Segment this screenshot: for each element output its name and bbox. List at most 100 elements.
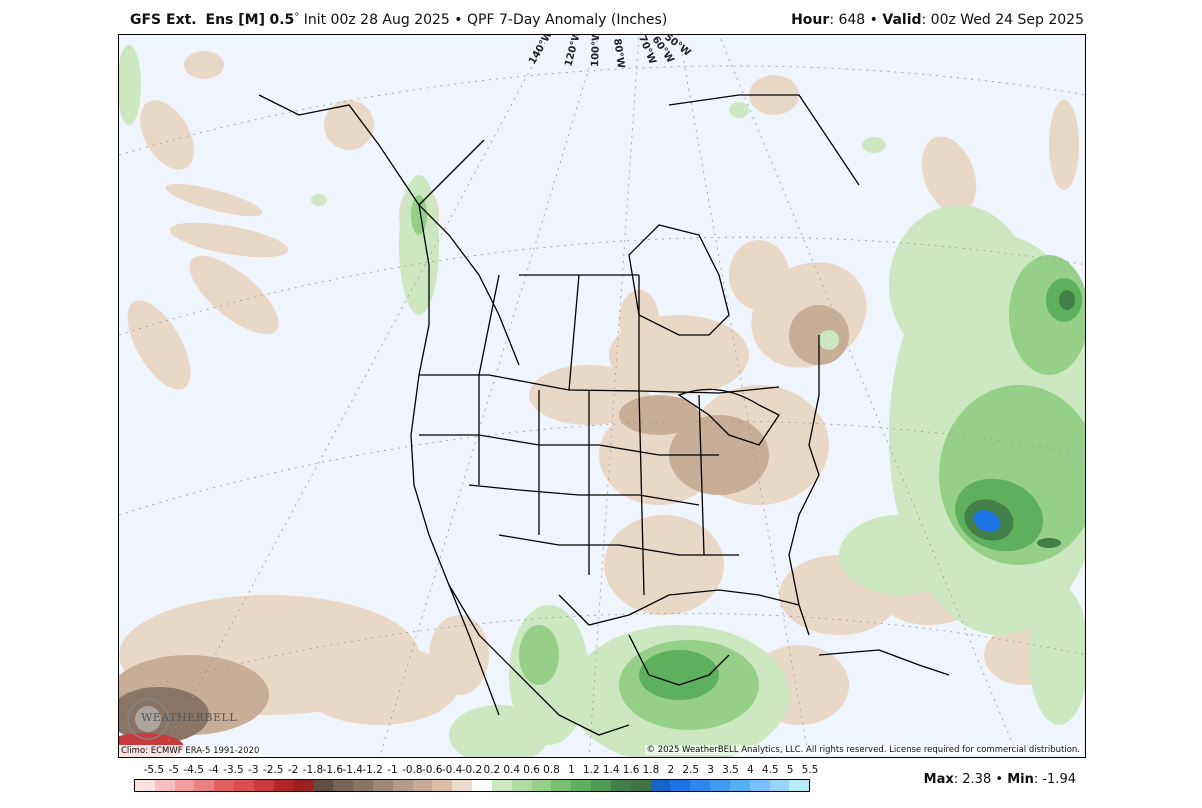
legend-label: 0.4 — [503, 764, 521, 776]
canadian-provinces — [478, 274, 640, 391]
lon-label-120w: 120°W — [563, 35, 583, 68]
legend-label: -1.2 — [362, 764, 383, 776]
legend-labels: -5.5 -5 -4.5 -4 -3.5 -3 -2.5 -2 -1.8 -1.6 -1.4 -1.2… — [134, 764, 819, 778]
valid-label: Valid — [882, 12, 922, 28]
legend-label: -1.6 — [322, 764, 344, 776]
legend-label: -1 — [387, 764, 398, 776]
gulf-coast — [558, 589, 800, 626]
legend-swatch — [729, 780, 750, 791]
legend-swatch — [353, 780, 373, 791]
alaska-coast — [258, 94, 520, 366]
max-wet-anomaly — [973, 510, 1001, 532]
legend-swatch — [472, 780, 492, 791]
resolution: 0.5 — [269, 12, 295, 28]
legend-label: 3 — [707, 764, 714, 776]
chart-title: GFS Ext. Ens [M] 0.5° Init 00z 28 Aug 20… — [130, 12, 667, 28]
legend-swatch — [293, 780, 314, 791]
legend-label: -2 — [287, 764, 299, 776]
legend-label: -1.4 — [342, 764, 363, 776]
logo-swirl-icon — [127, 698, 169, 740]
cuba — [818, 649, 950, 676]
degree-symbol: ° — [294, 12, 300, 23]
great-lakes — [677, 388, 780, 446]
legend-label: 5 — [786, 764, 794, 776]
legend-swatch — [610, 780, 631, 791]
init-time: Init 00z 28 Aug 2025 — [303, 12, 450, 28]
legend-swatch — [135, 780, 155, 791]
longitude-labels: 140°W 120°W 100°W 80°W 70°W 60°W 50°W — [527, 35, 692, 69]
legend-label: -0.2 — [461, 764, 483, 776]
legend-swatch — [650, 780, 671, 791]
legend-swatch — [392, 780, 413, 791]
legend-swatch — [789, 780, 810, 791]
legend-swatch — [333, 780, 354, 791]
climo-note: Climo: ECMWF ERA-5 1991-2020 — [119, 745, 262, 757]
mexico-coast — [448, 584, 630, 736]
legend-label: 2.5 — [682, 764, 700, 776]
legend-label: 1.4 — [602, 764, 620, 776]
model-name: GFS Ext. — [130, 12, 197, 28]
yucatan — [628, 634, 730, 686]
legend-swatch — [491, 780, 512, 791]
legend-label: 1 — [568, 764, 575, 776]
legend-swatch — [710, 780, 730, 791]
max-value: : 2.38 — [953, 772, 992, 787]
legend-label: 1.2 — [582, 764, 600, 776]
lon-label-80w: 80°W — [611, 38, 626, 69]
legend-swatch — [769, 780, 790, 791]
legend-label: 2 — [667, 764, 675, 776]
legend-swatch — [313, 780, 334, 791]
legend-swatch — [372, 780, 393, 791]
title-separator: • — [454, 12, 463, 28]
legend-label: -4.5 — [183, 764, 204, 776]
legend-swatch — [412, 780, 433, 791]
legend-label: -1.8 — [302, 764, 324, 776]
legend-label: 4.5 — [761, 764, 779, 776]
legend-label: 3.5 — [722, 764, 739, 776]
canada-alaska-border — [418, 139, 485, 206]
legend-swatch — [253, 780, 274, 791]
weatherbell-logo: WEATHERBELL — [123, 697, 237, 741]
legend-label: -3.5 — [223, 764, 244, 776]
valid-time-header: Hour: 648 • Valid: 00z Wed 24 Sep 2025 — [791, 12, 1084, 28]
legend-label: -0.4 — [441, 764, 463, 776]
hour-label: Hour — [791, 12, 830, 28]
legend-swatch — [194, 780, 215, 791]
legend-label: -0.8 — [402, 764, 423, 776]
legend-label: -0.6 — [421, 764, 443, 776]
legend-label: -5 — [168, 764, 179, 776]
legend-label: -4 — [208, 764, 219, 776]
legend-swatch — [174, 780, 195, 791]
legend-swatch — [551, 780, 572, 791]
east-coast — [788, 335, 820, 636]
legend-label: 0.8 — [543, 764, 560, 776]
legend-swatch — [452, 780, 473, 791]
stats-separator: • — [995, 772, 1004, 787]
lon-label-140w: 140°W — [527, 35, 555, 67]
max-min-stats: Max: 2.38 • Min: -1.94 — [924, 772, 1076, 787]
legend-swatch — [690, 780, 711, 791]
legend-swatch — [214, 780, 235, 791]
us-states — [419, 375, 739, 596]
legend-label: -3 — [248, 764, 259, 776]
copyright-notice: © 2025 WeatherBELL Analytics, LLC. All r… — [644, 745, 1082, 755]
logo-text: WEATHERBELL — [141, 711, 238, 724]
legend-swatch — [531, 780, 552, 791]
legend-swatch — [571, 780, 592, 791]
anomaly-map: 140°W 120°W 100°W 80°W 70°W 60°W 50°W — [119, 35, 1085, 757]
legend-swatch — [511, 780, 532, 791]
lon-label-100w: 100°W — [590, 35, 602, 67]
legend-swatch — [591, 780, 611, 791]
min-value: : -1.94 — [1033, 772, 1076, 787]
min-label: Min — [1007, 772, 1034, 787]
legend-swatch — [630, 780, 651, 791]
coastlines-and-borders — [258, 94, 950, 736]
legend-label: 0.2 — [483, 764, 501, 776]
header-separator: • — [869, 12, 878, 28]
legend-label: 1.6 — [622, 764, 640, 776]
map-panel: 140°W 120°W 100°W 80°W 70°W 60°W 50°W WE… — [118, 34, 1086, 758]
product-name: QPF 7-Day Anomaly (Inches) — [467, 12, 668, 28]
max-label: Max — [923, 772, 954, 787]
hour-value: : 648 — [829, 12, 866, 28]
legend-label: 1.8 — [642, 764, 660, 776]
